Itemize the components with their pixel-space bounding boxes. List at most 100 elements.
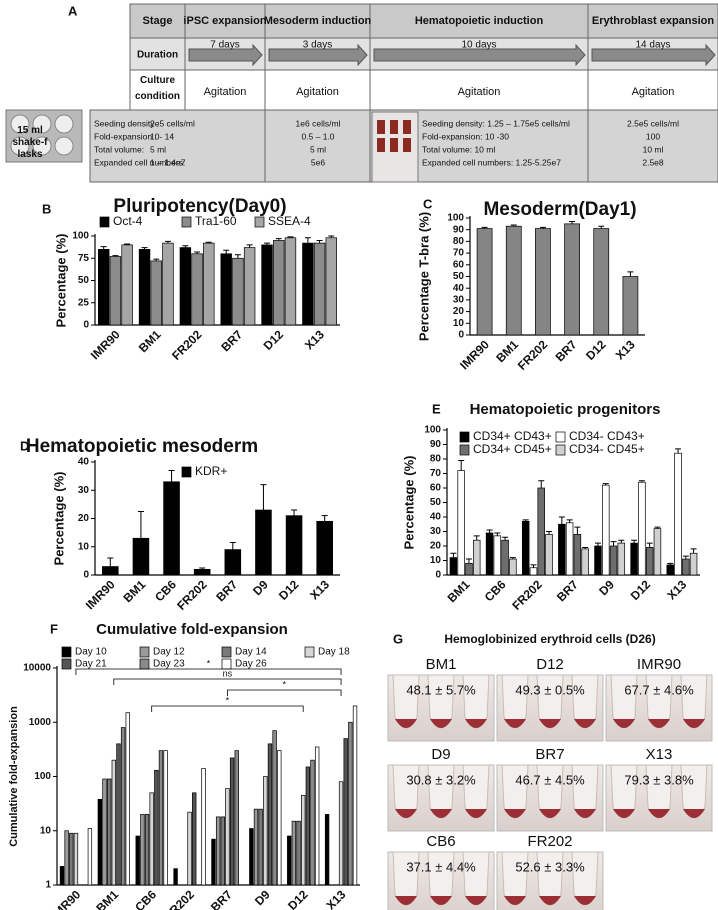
bar [630, 542, 638, 576]
sample-name: BR7 [535, 746, 564, 763]
y-axis-label: Percentage T-bra (%) [416, 212, 431, 341]
bar [602, 484, 610, 576]
cell-pellet [613, 809, 635, 818]
bar [258, 808, 263, 886]
detail-value: 5e6 [311, 157, 325, 167]
y-axis-label: Percentage (%) [401, 456, 416, 550]
bar [97, 798, 103, 886]
sample-name: CB6 [426, 833, 455, 850]
x-tick-label: D9 [252, 887, 273, 908]
bar [674, 452, 682, 576]
y-tick-label: 10 [453, 318, 465, 329]
bar [325, 237, 337, 326]
legend-label: CD34- CD45+ [569, 442, 645, 456]
error-bar [582, 546, 589, 549]
duration-arrow [188, 43, 263, 67]
error-bar [690, 548, 697, 554]
legend-swatch [254, 216, 265, 228]
cell-pellet [574, 896, 596, 905]
error-bar [530, 564, 537, 568]
error-bar [229, 542, 236, 550]
error-bar [675, 448, 682, 454]
x-tick-label: D9 [250, 577, 271, 598]
x-tick-label: BM1 [93, 887, 121, 910]
error-bar [182, 245, 189, 248]
error-bar [264, 242, 271, 245]
x-tick-label: D9 [596, 577, 617, 598]
sample-name: X13 [646, 746, 673, 763]
flask [54, 136, 74, 156]
error-bar [574, 526, 581, 535]
bottle [403, 138, 411, 152]
bar [509, 558, 517, 576]
legend-swatch [555, 431, 566, 443]
bar [291, 820, 297, 886]
significance-bracket [75, 668, 342, 675]
duration-cell: 14 days [635, 40, 670, 51]
error-bar [594, 542, 601, 546]
bar [267, 743, 273, 886]
bar [682, 558, 690, 576]
detail-value: 5 ml [150, 144, 166, 154]
bar [638, 481, 646, 576]
duration-cell: 3 days [303, 40, 332, 51]
bar [285, 515, 303, 576]
bar [573, 534, 582, 576]
sample-percentage: 79.3 ± 3.8% [624, 772, 694, 787]
error-bar [194, 251, 201, 254]
bar [261, 244, 273, 326]
bar [666, 564, 675, 576]
error-bar [275, 238, 282, 241]
culture-cell: Agitation [296, 86, 339, 98]
bar [132, 537, 150, 576]
y-tick-label: 75 [78, 253, 90, 264]
bar [594, 545, 602, 576]
bar [232, 257, 244, 326]
cell-pellet [395, 719, 417, 728]
sample-percentage: 37.1 ± 4.4% [406, 859, 476, 874]
cell-pellet [648, 719, 670, 728]
cell-pellet [504, 809, 526, 818]
bar [457, 470, 465, 576]
x-tick-label: BR7 [554, 577, 581, 604]
detail-label: Seeding density : [94, 118, 159, 128]
bar [302, 242, 314, 326]
error-bar [199, 567, 206, 570]
x-tick-label: X13 [323, 887, 348, 910]
y-tick-label: 70 [430, 468, 442, 479]
panel-letter: B [42, 201, 51, 216]
legend-label: Tra1-60 [195, 214, 237, 228]
bar [69, 832, 74, 886]
significance-label: * [282, 679, 286, 689]
legend-swatch [99, 216, 110, 228]
bar [593, 228, 610, 336]
y-tick-label: 40 [453, 283, 465, 294]
duration-cell: 10 days [461, 40, 496, 51]
bar [273, 240, 285, 326]
flask-label-line: lasks [17, 149, 42, 160]
legend-label: CD34+ CD43+ [473, 429, 552, 443]
bar [255, 509, 272, 576]
bar [121, 244, 133, 326]
error-bar [539, 226, 546, 229]
error-bar [558, 516, 565, 525]
cell-pellet [465, 719, 487, 728]
y-tick-label: 0 [458, 330, 464, 341]
y-tick-label: 100 [447, 213, 464, 224]
chart-title: Cumulative fold-expansion [96, 621, 288, 638]
panel-letter: D [20, 438, 29, 453]
bar [622, 276, 639, 336]
bar [310, 759, 315, 886]
bar [314, 746, 320, 886]
x-tick-label: D12 [628, 577, 654, 603]
flask-label-line: shake-f [12, 137, 48, 148]
bar [324, 814, 330, 886]
bar [192, 792, 197, 886]
error-bar [287, 236, 294, 238]
bar [179, 247, 192, 326]
y-tick-label: 40 [430, 512, 442, 523]
error-bar [598, 225, 605, 229]
x-tick-label: BM1 [120, 577, 148, 605]
header-cell: Mesoderm induction [264, 15, 372, 27]
